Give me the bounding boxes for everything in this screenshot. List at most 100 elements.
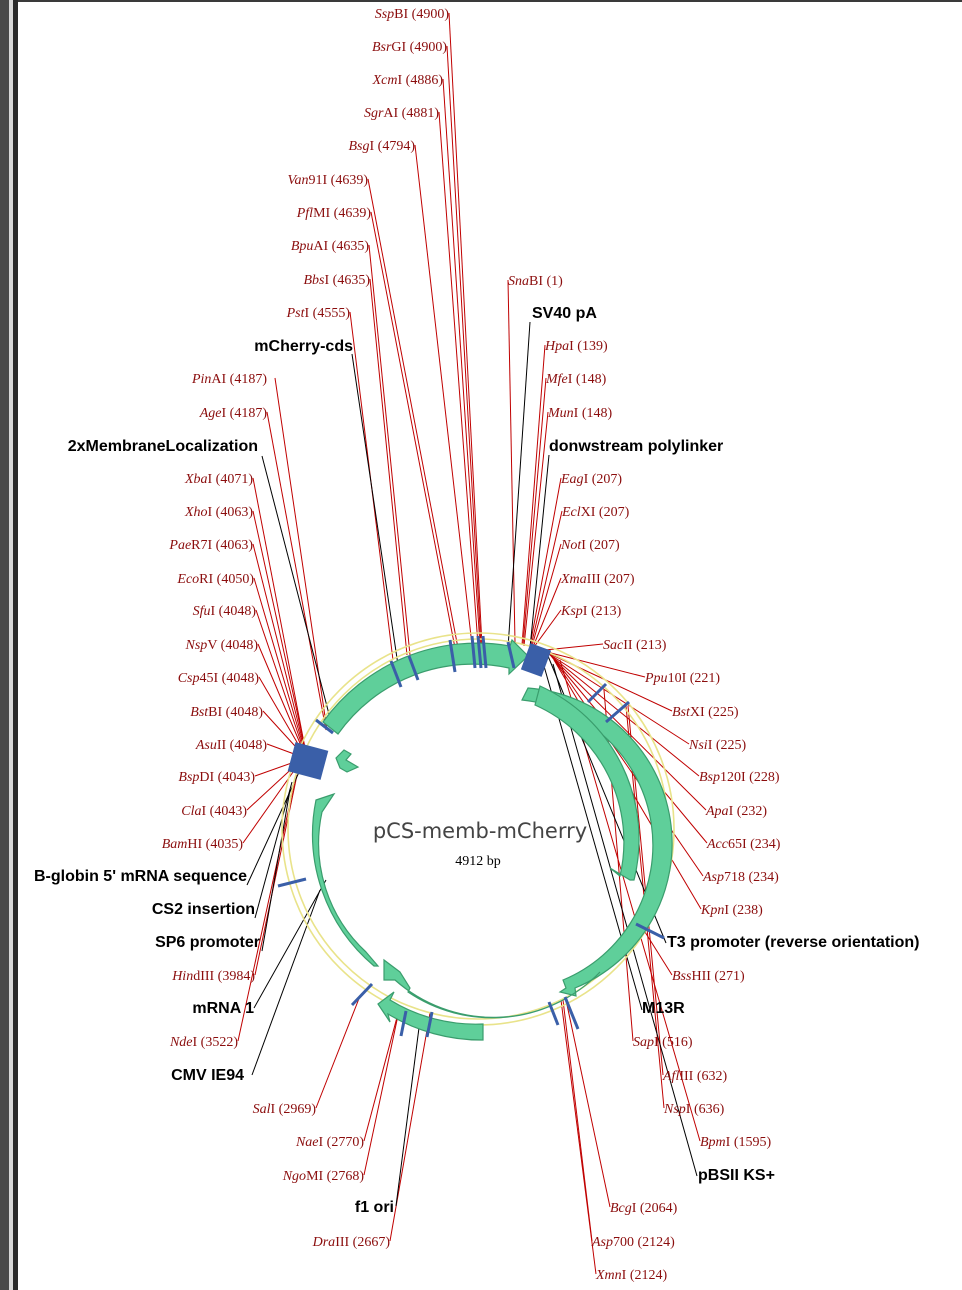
feature-leader-line <box>507 321 531 649</box>
enzyme-label: BstXI (225) <box>672 705 739 720</box>
feature-label: SP6 promoter <box>155 934 260 951</box>
left-frame-border <box>0 0 9 1290</box>
enzyme-label: Ppu10I (221) <box>644 671 720 686</box>
enzyme-label: Acc65I (234) <box>706 837 781 852</box>
feature-leader-line <box>251 889 321 1076</box>
feature-leader-line <box>254 781 293 919</box>
arrow-amp <box>383 958 601 1019</box>
site-tick <box>563 996 580 1030</box>
enzyme-label: KspI (213) <box>560 604 622 619</box>
site-cluster-right <box>520 643 552 677</box>
feature-label: donwstream polylinker <box>549 438 723 455</box>
left-frame-highlight <box>9 0 13 1290</box>
enzyme-label: SspBI (4900) <box>375 7 450 22</box>
enzyme-label: AflIII (632) <box>662 1069 727 1084</box>
enzyme-label: SacII (213) <box>603 638 667 653</box>
top-frame-border <box>18 0 962 2</box>
enzyme-leader-line <box>266 411 327 731</box>
enzyme-leader-line <box>562 999 593 1242</box>
enzyme-leader-line <box>446 45 482 646</box>
feature-label: 2xMembraneLocalization <box>68 438 258 455</box>
enzyme-label: Asp718 (234) <box>702 870 779 885</box>
enzyme-leader-line <box>363 1005 401 1142</box>
enzyme-label: ApaI (232) <box>705 804 767 819</box>
site-tick <box>605 700 630 724</box>
enzyme-label: HpaI (139) <box>544 339 608 354</box>
enzyme-leader-line <box>531 543 562 647</box>
plasmid-name: pCS-memb-mCherry <box>373 819 587 843</box>
enzyme-label: NotI (207) <box>560 538 620 553</box>
enzyme-label: MunI (148) <box>547 406 612 421</box>
enzyme-label: BsrGI (4900) <box>372 40 447 55</box>
enzyme-leader-line <box>370 211 456 649</box>
enzyme-leader-line <box>530 510 563 647</box>
enzyme-leader-line <box>560 999 597 1275</box>
site-tick <box>389 660 403 688</box>
enzyme-leader-line <box>368 244 411 656</box>
enzyme-label: PstI (4555) <box>286 306 351 321</box>
enzyme-label: DraIII (2667) <box>312 1235 391 1250</box>
enzyme-label: EclXI (207) <box>561 505 630 520</box>
enzyme-label: SnaBI (1) <box>508 274 563 289</box>
site-tick <box>470 635 477 669</box>
enzyme-leader-line <box>255 609 306 755</box>
enzyme-leader-line <box>521 344 546 646</box>
enzyme-label: XbaI (4071) <box>184 472 253 487</box>
enzyme-label: BcgI (2064) <box>610 1201 678 1216</box>
enzyme-label: BamHI (4035) <box>162 837 244 852</box>
enzyme-leader-line <box>414 144 473 646</box>
site-tick <box>635 922 665 940</box>
left-frame-inner <box>13 0 18 1290</box>
site-tick <box>277 877 307 888</box>
feature-leader-line <box>351 353 399 666</box>
feature-leader-line <box>261 789 291 952</box>
feature-label: f1 ori <box>355 1199 394 1216</box>
arrow-membrane <box>335 749 360 773</box>
enzyme-label: NgoMI (2768) <box>282 1169 365 1184</box>
enzyme-label: AsuII (4048) <box>195 738 267 753</box>
enzyme-label: BstBI (4048) <box>190 705 263 720</box>
feature-leader-line <box>246 769 301 886</box>
site-tick <box>586 682 608 704</box>
enzyme-leader-line <box>533 609 562 648</box>
enzyme-leader-line <box>369 278 408 656</box>
arrow-cmv <box>311 792 380 967</box>
enzyme-label: PflMI (4639) <box>296 206 372 221</box>
enzyme-leader-line <box>237 779 296 1042</box>
enzyme-leader-line <box>438 111 479 646</box>
enzyme-label: Van91I (4639) <box>288 173 369 188</box>
enzyme-label: Asp700 (2124) <box>591 1235 675 1250</box>
enzyme-label: NaeI (2770) <box>295 1135 364 1150</box>
enzyme-label: BsgI (4794) <box>349 139 416 154</box>
enzyme-leader-line <box>252 477 306 749</box>
arrow-mcherry <box>322 638 529 735</box>
enzyme-label: PinAI (4187) <box>191 372 267 387</box>
enzyme-label: Bsp120I (228) <box>699 770 780 785</box>
enzyme-leader-line <box>565 999 611 1208</box>
feature-leader-line <box>395 1019 421 1207</box>
enzyme-label: XcmI (4886) <box>372 73 444 88</box>
enzyme-label: BbsI (4635) <box>304 273 371 288</box>
enzyme-label: NspV (4048) <box>185 638 259 653</box>
enzyme-label: HindIII (3984) <box>171 969 255 984</box>
enzyme-label: AgeI (4187) <box>199 406 268 421</box>
enzyme-leader-line <box>523 411 549 647</box>
enzyme-label: SfuI (4048) <box>193 604 257 619</box>
enzyme-leader-line <box>367 178 459 649</box>
plasmid-length: 4912 bp <box>455 854 501 869</box>
site-tick <box>506 641 516 669</box>
site-tick <box>547 1001 560 1026</box>
site-tick <box>350 982 374 1007</box>
enzyme-labels: SspBI (4900) BsrGI (4900) XcmI (4886) Sg… <box>162 7 781 1283</box>
enzyme-label: SalI (2969) <box>253 1102 317 1117</box>
enzyme-label: BssHII (271) <box>672 969 745 984</box>
site-tick <box>448 639 457 673</box>
enzyme-label: SapI (516) <box>633 1035 693 1050</box>
enzyme-label: XmaIII (207) <box>560 572 635 587</box>
enzyme-leader-line <box>532 577 562 648</box>
enzyme-label: EagI (207) <box>560 472 622 487</box>
site-ticks <box>277 635 665 1038</box>
feature-label: mRNA 1 <box>192 1000 254 1017</box>
enzyme-leader-line <box>552 657 704 877</box>
feature-label: pBSII KS+ <box>698 1167 775 1184</box>
